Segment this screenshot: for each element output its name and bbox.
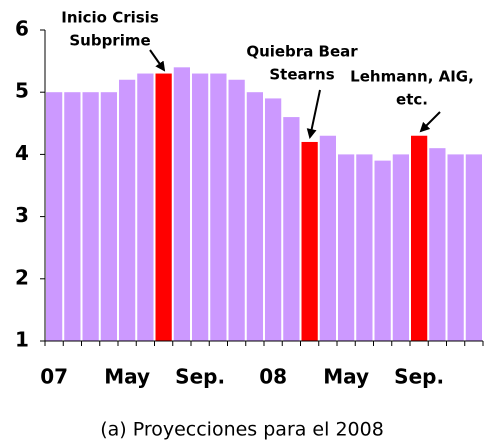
bar <box>283 117 300 341</box>
bar <box>155 73 172 341</box>
bar <box>64 92 81 341</box>
bar <box>192 73 209 341</box>
bar <box>429 148 446 341</box>
x-tick-label: Sep. <box>175 365 225 389</box>
bar <box>374 160 391 341</box>
y-tick-label: 5 <box>15 79 29 103</box>
bar <box>411 135 428 341</box>
annotation-arrow <box>306 89 321 139</box>
caption: (a) Proyecciones para el 2008 <box>100 419 384 441</box>
y-tick-label: 6 <box>15 17 29 41</box>
bar <box>137 73 154 341</box>
bar <box>319 135 336 341</box>
bar <box>338 154 355 341</box>
x-tick-label: 07 <box>40 365 68 389</box>
annotation: Inicio Crisis <box>61 9 159 27</box>
bar <box>265 98 282 341</box>
bar <box>46 92 63 341</box>
bar <box>100 92 117 341</box>
x-tick-label: Sep. <box>394 365 444 389</box>
y-tick-label: 2 <box>15 265 29 289</box>
bar <box>356 154 373 341</box>
bar <box>173 67 190 341</box>
bar <box>447 154 464 341</box>
bar <box>392 154 409 341</box>
bar <box>119 79 136 341</box>
bar <box>228 79 245 341</box>
y-tick-label: 3 <box>15 203 29 227</box>
bar <box>246 92 263 341</box>
bar <box>210 73 227 341</box>
annotation: Lehmann, AIG, <box>350 68 474 86</box>
bar <box>82 92 99 341</box>
bar <box>301 141 318 341</box>
annotation: etc. <box>396 91 428 109</box>
annotation: Subprime <box>69 32 150 50</box>
y-tick-label: 1 <box>15 328 29 352</box>
bar <box>465 154 482 341</box>
y-tick-label: 4 <box>15 141 29 165</box>
annotation-arrow <box>419 111 441 133</box>
annotation: Stearns <box>269 66 334 84</box>
x-tick-label: 08 <box>259 365 287 389</box>
annotation: Quiebra Bear <box>246 43 358 61</box>
x-tick-label: May <box>323 365 369 389</box>
annotation-arrow <box>149 49 166 72</box>
x-tick-label: May <box>104 365 150 389</box>
